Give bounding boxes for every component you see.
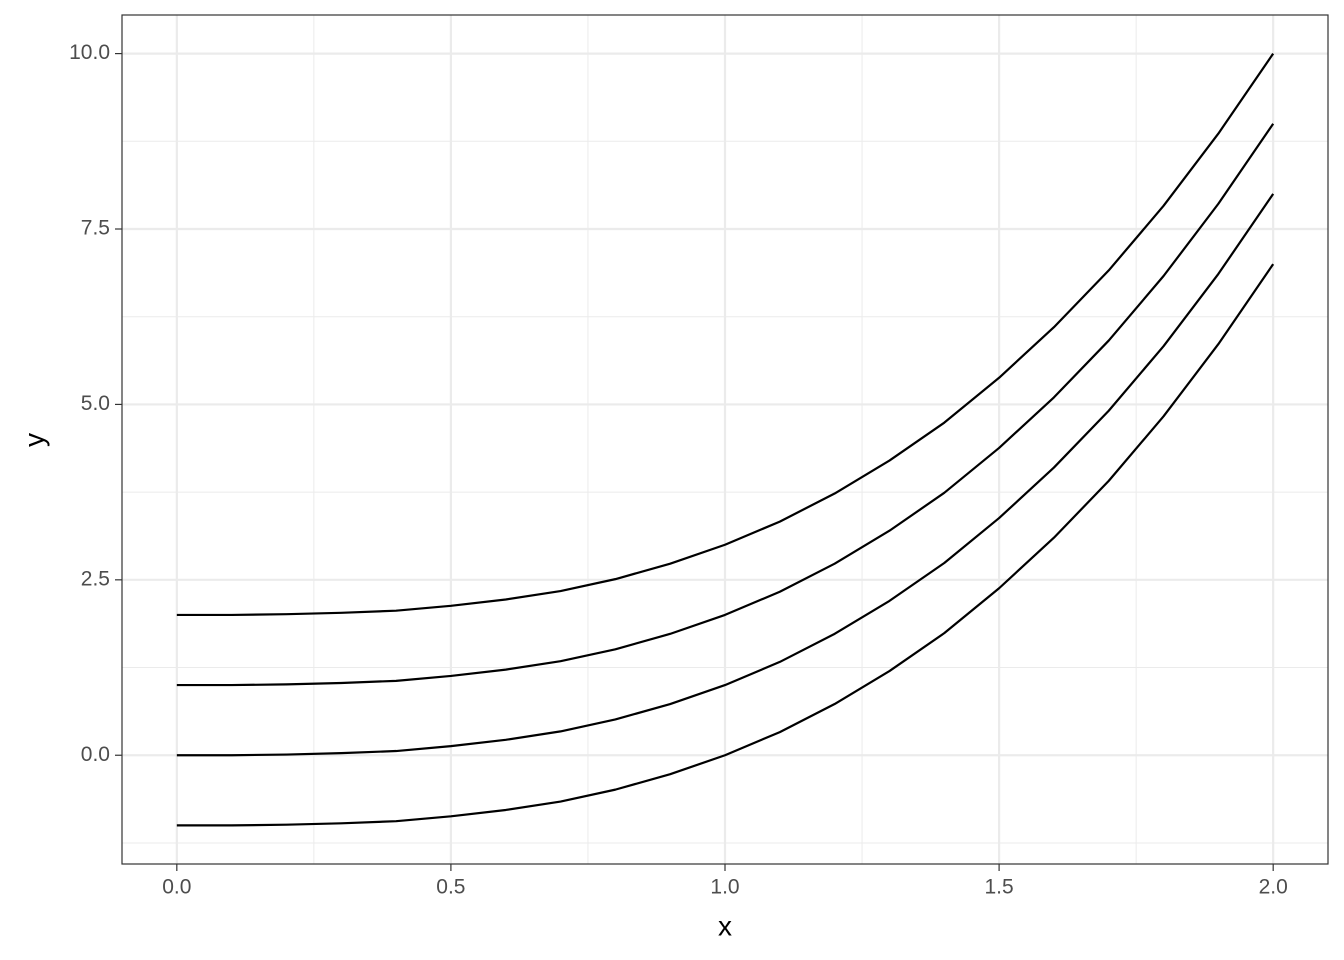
line	[176, 193, 1275, 757]
y-axis-title: y	[18, 433, 49, 447]
lines	[176, 52, 1275, 827]
x-tick-label: 0.5	[436, 876, 465, 899]
y-tick-label: 0.0	[81, 743, 110, 766]
grid	[122, 15, 1328, 864]
line	[176, 263, 1275, 827]
x-axis-title: x	[718, 910, 732, 941]
x-tick-label: 0.0	[162, 876, 191, 899]
x-tick-label: 1.5	[984, 876, 1013, 899]
line	[176, 123, 1275, 687]
y-tick-label: 5.0	[81, 392, 110, 415]
x-tick-label: 1.0	[710, 876, 739, 899]
y-tick-label: 7.5	[81, 217, 110, 240]
x-tick-label: 2.0	[1259, 876, 1288, 899]
y-tick-label: 2.5	[81, 567, 110, 590]
line	[176, 52, 1275, 617]
y-tick-label: 10.0	[69, 41, 110, 64]
